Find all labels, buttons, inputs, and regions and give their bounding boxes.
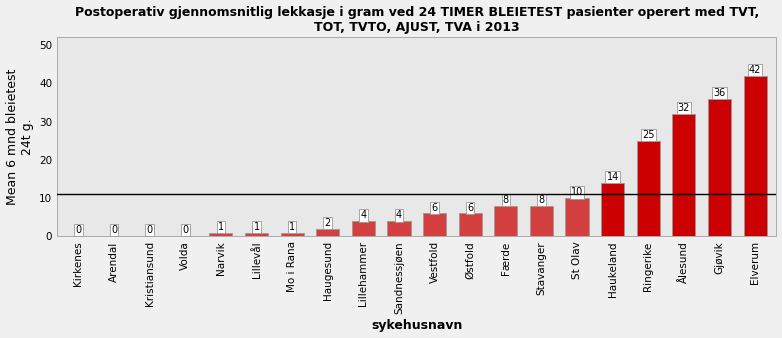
Text: 14: 14: [607, 172, 619, 182]
Text: 4: 4: [361, 210, 367, 220]
Bar: [316, 229, 339, 236]
Text: 4: 4: [396, 210, 402, 220]
Bar: [245, 233, 268, 236]
Bar: [494, 206, 518, 236]
Bar: [637, 141, 660, 236]
Text: 1: 1: [289, 222, 295, 232]
Y-axis label: Mean 6 mnd bleietest
24t g.: Mean 6 mnd bleietest 24t g.: [5, 69, 34, 205]
Text: 0: 0: [111, 225, 117, 235]
Bar: [210, 233, 232, 236]
Bar: [565, 198, 589, 236]
Text: 8: 8: [538, 195, 544, 205]
Text: 2: 2: [325, 218, 331, 228]
Text: 8: 8: [503, 195, 509, 205]
Text: 0: 0: [146, 225, 152, 235]
Text: 6: 6: [467, 203, 473, 213]
Text: 25: 25: [642, 130, 655, 140]
Bar: [601, 183, 624, 236]
Bar: [281, 233, 303, 236]
Text: 36: 36: [713, 88, 726, 98]
Text: 0: 0: [75, 225, 81, 235]
Bar: [530, 206, 553, 236]
Bar: [352, 221, 375, 236]
Title: Postoperativ gjennomsnitlig lekkasje i gram ved 24 TIMER BLEIETEST pasienter ope: Postoperativ gjennomsnitlig lekkasje i g…: [74, 5, 759, 33]
Text: 1: 1: [218, 222, 224, 232]
Text: 42: 42: [749, 65, 761, 75]
Bar: [673, 114, 695, 236]
Bar: [708, 99, 731, 236]
Bar: [458, 214, 482, 236]
Text: 32: 32: [678, 103, 690, 113]
Bar: [744, 76, 766, 236]
Text: 0: 0: [182, 225, 188, 235]
Bar: [387, 221, 411, 236]
Bar: [423, 214, 447, 236]
Text: 10: 10: [571, 187, 583, 197]
Text: 1: 1: [253, 222, 260, 232]
X-axis label: sykehusnavn: sykehusnavn: [371, 319, 462, 333]
Text: 6: 6: [432, 203, 438, 213]
